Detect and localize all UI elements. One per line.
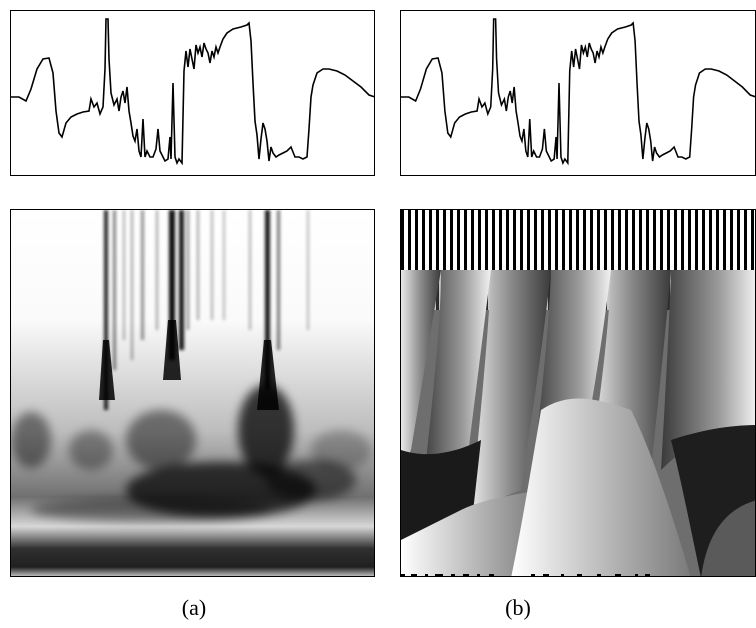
signal-plot-b — [400, 10, 756, 176]
phase-scalogram-b — [400, 209, 756, 577]
caption-a: (a) — [181, 595, 207, 620]
caption-b: (b) — [505, 595, 531, 620]
modulus-image-a — [11, 210, 374, 576]
signal-curve-a — [11, 18, 374, 166]
phase-image-b — [401, 210, 755, 576]
signal-plot-a — [10, 10, 375, 176]
modulus-scalogram-a — [10, 209, 375, 577]
signal-curve-b — [401, 18, 755, 166]
